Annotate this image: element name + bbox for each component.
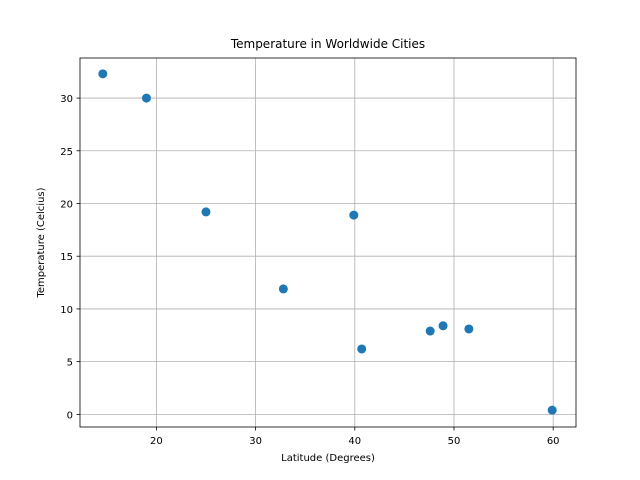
- data-point: [278, 284, 288, 294]
- data-point: [98, 69, 108, 79]
- y-tick-label: 0: [67, 410, 73, 421]
- data-points: [98, 69, 557, 415]
- data-point: [438, 321, 448, 331]
- data-point: [357, 344, 367, 354]
- grid-lines: [80, 58, 576, 427]
- data-point: [141, 93, 151, 103]
- data-point: [349, 210, 359, 220]
- data-point: [201, 207, 211, 217]
- x-tick-label: 40: [348, 436, 361, 447]
- y-tick-label: 25: [60, 147, 73, 158]
- x-axis-label: Latitude (Degrees): [281, 453, 375, 464]
- x-tick-label: 60: [547, 436, 560, 447]
- data-point: [547, 405, 557, 415]
- x-axis-ticks: 20 30 40 50 60: [150, 427, 560, 447]
- x-tick-label: 50: [448, 436, 461, 447]
- chart-title: Temperature in Worldwide Cities: [230, 37, 425, 51]
- y-tick-label: 5: [67, 358, 73, 369]
- y-tick-label: 10: [60, 305, 73, 316]
- plot-area-frame: [79, 57, 577, 428]
- y-tick-label: 20: [60, 199, 73, 210]
- data-point: [425, 326, 435, 336]
- y-axis-label: Temperature (Celcius): [36, 187, 47, 298]
- x-tick-label: 20: [150, 436, 163, 447]
- y-axis-ticks: 0 5 10 15 20 25 30: [60, 94, 80, 421]
- data-point: [464, 324, 474, 334]
- y-tick-label: 15: [60, 252, 73, 263]
- y-tick-label: 30: [60, 94, 73, 105]
- x-tick-label: 30: [249, 436, 262, 447]
